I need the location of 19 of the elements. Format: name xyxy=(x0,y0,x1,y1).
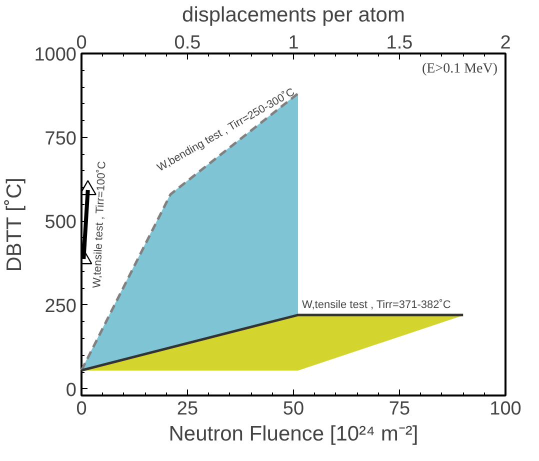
x-tick-label: 50 xyxy=(282,398,304,420)
x-tick-label: 75 xyxy=(388,398,410,420)
x2-tick-label: 1.5 xyxy=(386,32,413,54)
x2-tick-label: 2 xyxy=(500,32,511,54)
y-tick-label: 1000 xyxy=(34,44,77,66)
x-tick-label: 100 xyxy=(490,398,522,420)
y-tick-label: 500 xyxy=(44,212,76,234)
annotation: W,tensile test , Tirr=100˚C xyxy=(91,160,108,288)
y-tick-label: 0 xyxy=(66,380,77,401)
x2-tick-label: 0.5 xyxy=(174,32,201,54)
x-axis-title: Neutron Fluence [10²⁴ m⁻²] xyxy=(168,422,418,446)
annotation: (E>0.1 MeV) xyxy=(422,62,498,76)
x2-tick-label: 1 xyxy=(288,32,299,54)
y-tick-label: 750 xyxy=(44,128,76,150)
x-tick-label: 25 xyxy=(176,398,198,420)
annotation: W,tensile test , Tirr=371-382˚C xyxy=(302,298,451,311)
x2-axis-title: displacements per atom xyxy=(182,4,405,26)
y-axis-title: DBTT [˚C] xyxy=(3,178,26,272)
y-tick-label: 250 xyxy=(44,296,76,317)
